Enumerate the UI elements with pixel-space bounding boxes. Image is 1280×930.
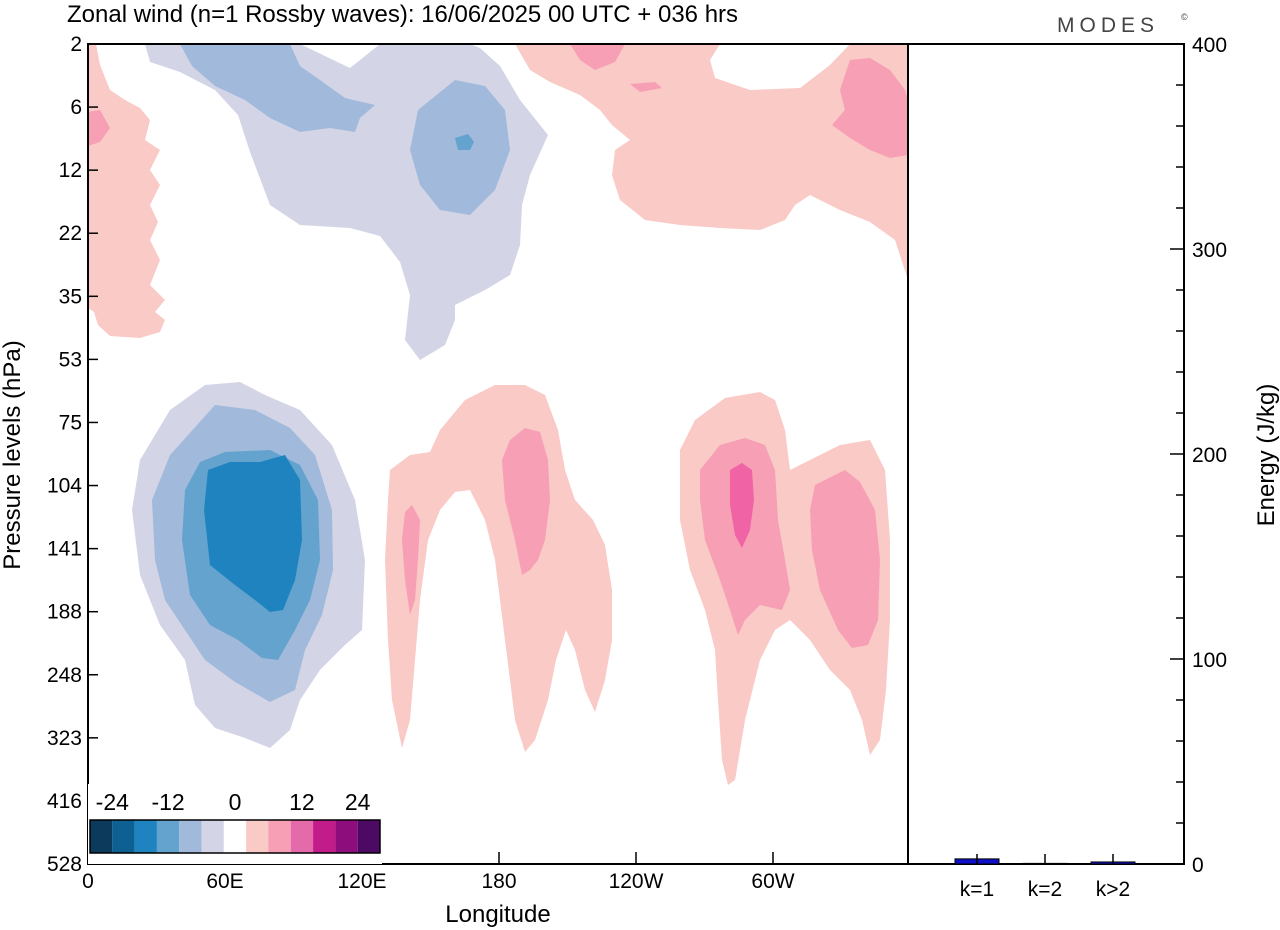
colorbar-border [89,819,381,854]
y-axis: 2 6 12 22 35 53 75 104 141 188 248 323 416 528 [47,33,98,876]
colorbar-swatch [313,820,336,853]
contour-pos-12-b [502,428,550,575]
colorbar-swatch [156,820,180,853]
y-tick-label: 104 [47,475,82,498]
y-tick-label: 2 [70,33,82,56]
contour-pos-6-left [88,44,165,338]
x-axis-label: Longitude [445,901,550,928]
contour-neg-18-dot [455,134,474,150]
contour-field [88,44,908,864]
y-tick-label: 188 [47,601,82,624]
colorbar-swatch [112,820,135,853]
chart-title: Zonal wind (n=1 Rossby waves): 16/06/202… [67,1,738,28]
bar-category-label: k=1 [960,878,994,901]
brand-logo: MODES [1057,14,1159,37]
x-tick-label: 180 [481,870,516,893]
bar-plot-frame [907,43,1185,865]
energy-tick-label: 300 [1192,239,1227,262]
contour-neg-24 [204,455,302,612]
brand-mark: © [1181,12,1188,22]
contour-pos-12-right-top [832,58,908,158]
colorbar-swatch [201,820,224,853]
contour-pos-18 [730,463,754,548]
x-tick-label: 60W [751,870,794,893]
energy-bars: k=1 k=2 k>2 [954,854,1136,901]
colorbar-label: -12 [151,789,184,815]
y-tick-label: 248 [47,664,82,687]
colorbar-swatch [246,820,269,853]
x-tick-label: 120W [609,870,664,893]
colorbar-label: -24 [96,789,129,815]
contour-pos-12-top [570,44,625,70]
x-tick-label: 0 [82,870,94,893]
colorbar-swatch [223,820,247,853]
colorbar-labels: -24 -12 0 12 24 [96,789,371,815]
y-tick-label: 22 [59,222,82,245]
contour-pos-12-top-b [630,82,662,92]
colorbar-swatch [357,820,380,853]
energy-axis: 0 100 200 300 400 [1170,34,1227,877]
y-tick-label: 53 [59,348,82,371]
y-tick-label: 75 [59,411,82,434]
colorbar-swatches [89,819,381,854]
bar-category-label: k>2 [1096,878,1130,901]
contour-pos-12-left-top [88,110,110,146]
colorbar-swatch [335,820,358,853]
contour-pos-6-upper-right [515,44,908,280]
contour-pos-6-mid-a [385,385,612,752]
y-axis-label: Pressure levels (hPa) [0,340,26,569]
bar-category-label: k=2 [1028,878,1062,901]
colorbar-swatch [90,820,113,853]
energy-tick-label: 400 [1192,34,1227,57]
energy-tick-label: 0 [1192,854,1204,877]
colorbar-label: 0 [229,789,242,815]
colorbar-swatch [134,820,157,853]
colorbar-label: 12 [289,789,315,815]
colorbar-swatch [268,820,291,853]
colorbar-swatch [290,820,314,853]
y-tick-label: 12 [59,159,82,182]
y-tick-label: 6 [70,96,82,119]
x-tick-label: 60E [206,870,243,893]
energy-tick-label: 200 [1192,444,1227,467]
y-tick-label: 35 [59,285,82,308]
colorbar-legend: -24 -12 0 12 24 [88,784,382,864]
y-tick-label: 323 [47,727,82,750]
contour-pos-12-d [810,470,880,648]
energy-tick-label: 100 [1192,649,1227,672]
y-tick-label: 528 [47,853,82,876]
colorbar-label: 24 [345,789,371,815]
x-tick-label: 120E [337,870,386,893]
energy-axis-label: Energy (J/kg) [1253,384,1280,527]
x-axis: 0 60E 120E 180 120W 60W [82,852,795,893]
y-tick-label: 416 [47,790,82,813]
colorbar-swatch [179,820,202,853]
y-tick-label: 141 [47,538,82,561]
contour-pos-12-a [402,505,420,615]
contour-neg-12-upper-a [180,44,375,132]
